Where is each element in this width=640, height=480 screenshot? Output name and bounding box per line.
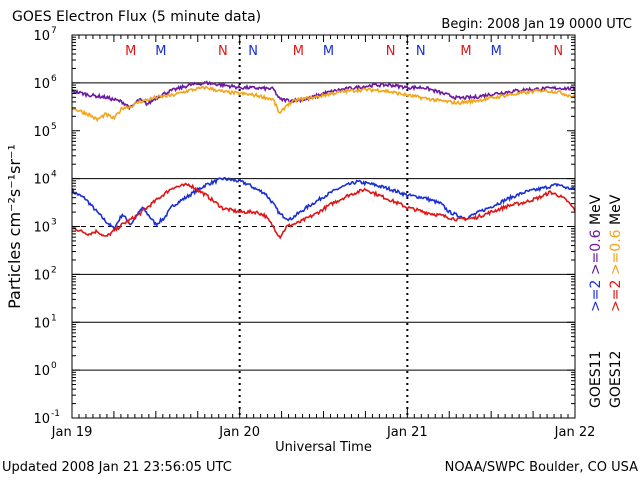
x-tick-label: Jan 20 <box>218 425 260 440</box>
legend-entry: >=0.6 <box>588 229 604 279</box>
updated-time: Updated 2008 Jan 21 23:56:05 UTC <box>2 460 232 475</box>
x-tick-label: Jan 21 <box>386 425 428 440</box>
y-tick-exponent: -1 <box>51 409 60 419</box>
marker-n: N <box>248 44 258 59</box>
legend-entry: MeV <box>608 194 624 229</box>
y-tick-label: 10 <box>33 364 50 379</box>
legend-entry: MeV <box>588 194 604 229</box>
y-tick-exponent: 6 <box>51 74 57 84</box>
legend-entry-group: >=2 >=0.6 MeV <box>608 194 624 312</box>
y-tick-exponent: 3 <box>51 218 57 228</box>
legend: GOES11 >=2 >=0.6 MeV GOES12 >=2 >=0.6 MeV <box>588 194 624 408</box>
y-tick-label: 10 <box>33 29 50 44</box>
x-tick-label: Jan 19 <box>51 425 93 440</box>
y-tick-label: 10 <box>33 268 50 283</box>
y-tick-label: 10 <box>33 221 50 236</box>
y-tick-label: 10 <box>33 316 50 331</box>
marker-n: N <box>218 44 228 59</box>
marker-m: M <box>293 44 304 59</box>
x-tick-label: Jan 22 <box>554 425 596 440</box>
legend-satellite-name: GOES11 <box>588 351 604 408</box>
marker-n: N <box>416 44 426 59</box>
y-axis-title: Particles cm⁻²s⁻¹sr⁻¹ <box>5 144 24 309</box>
y-tick-label: 10 <box>33 125 50 140</box>
legend-entry: >=2 <box>588 280 604 312</box>
legend-entry: >=0.6 <box>608 229 624 279</box>
marker-m: M <box>125 44 136 59</box>
y-tick-exponent: 5 <box>51 122 57 132</box>
marker-m: M <box>323 44 334 59</box>
begin-time: Begin: 2008 Jan 19 0000 UTC <box>441 17 632 32</box>
series-line <box>71 182 576 240</box>
series-line <box>71 176 576 232</box>
legend-entry-group: >=2 >=0.6 MeV <box>588 194 604 312</box>
y-tick-exponent: 2 <box>51 265 57 275</box>
series-line <box>71 80 576 111</box>
y-tick-exponent: 0 <box>51 361 57 371</box>
legend-entry: >=2 <box>608 280 624 312</box>
marker-n: N <box>386 44 396 59</box>
marker-m: M <box>491 44 502 59</box>
credit-text: NOAA/SWPC Boulder, CO USA <box>444 460 638 475</box>
series-line <box>71 85 576 123</box>
y-tick-label: 10 <box>33 77 50 92</box>
y-tick-label: 10 <box>33 412 50 427</box>
series-layer <box>71 80 576 240</box>
y-tick-exponent: 7 <box>51 26 57 36</box>
y-tick-exponent: 1 <box>51 313 57 323</box>
x-axis-title: Universal Time <box>275 440 372 455</box>
marker-n: N <box>553 44 563 59</box>
y-tick-label: 10 <box>33 173 50 188</box>
plot-area <box>72 35 575 418</box>
y-tick-exponent: 4 <box>51 170 57 180</box>
marker-m: M <box>155 44 166 59</box>
marker-m: M <box>460 44 471 59</box>
legend-satellite-name: GOES12 <box>608 351 624 408</box>
chart-title: GOES Electron Flux (5 minute data) <box>12 9 262 25</box>
